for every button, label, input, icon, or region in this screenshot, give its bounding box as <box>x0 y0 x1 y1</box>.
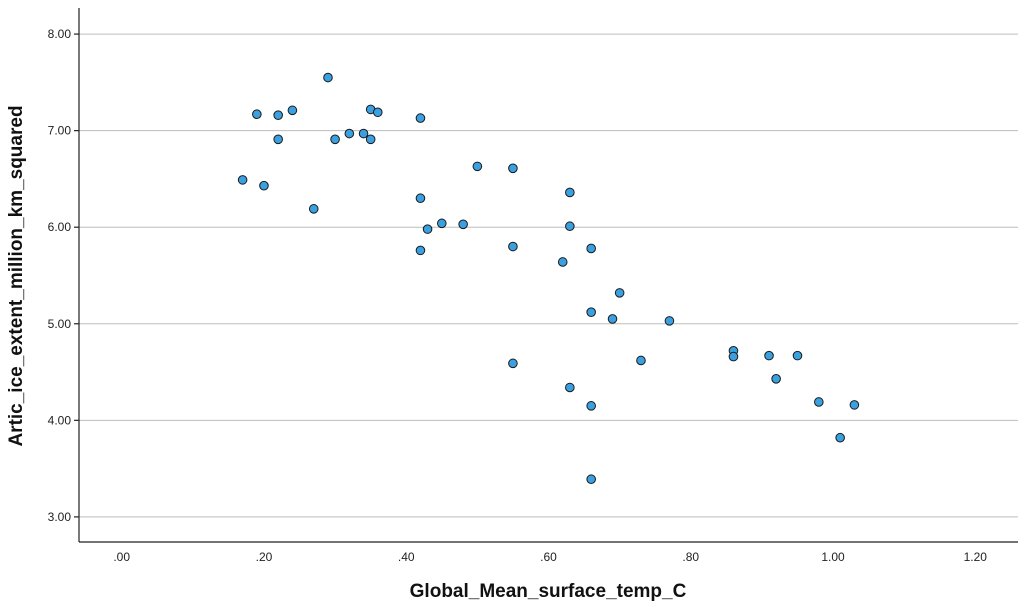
data-point <box>273 110 283 120</box>
data-point <box>237 175 248 185</box>
data-point <box>607 314 618 324</box>
data-point <box>308 204 319 214</box>
data-point <box>436 218 447 229</box>
x-tick-label-1: .20 <box>256 550 273 564</box>
data-point <box>586 243 596 254</box>
y-tick-labels: 3.00 4.00 5.00 6.00 7.00 8.00 <box>48 27 72 524</box>
data-point <box>792 350 803 361</box>
data-point <box>330 134 340 145</box>
data-point <box>252 109 262 120</box>
data-point <box>287 105 298 116</box>
y-tick-label-4: 7.00 <box>48 124 72 138</box>
data-point <box>728 351 739 362</box>
data-point <box>372 107 383 118</box>
y-tick-label-3: 6.00 <box>48 220 72 234</box>
data-point <box>365 134 376 145</box>
data-point <box>764 350 774 361</box>
data-point <box>636 355 646 366</box>
data-point <box>614 288 625 298</box>
data-point <box>323 72 333 83</box>
x-tick-label-4: .80 <box>682 550 699 564</box>
data-point <box>771 374 781 384</box>
data-point <box>508 358 518 369</box>
data-point <box>344 128 355 139</box>
data-point <box>415 193 426 204</box>
x-tick-label-6: 1.20 <box>964 550 988 564</box>
x-tick-label-0: .00 <box>113 550 130 564</box>
data-point <box>557 257 568 267</box>
y-axis-title: Artic_ice_extent_million_km_squared <box>6 105 27 446</box>
data-point <box>422 224 433 234</box>
y-tick-label-1: 4.00 <box>48 413 72 427</box>
data-point <box>586 401 596 411</box>
data-point <box>565 221 575 232</box>
data-point <box>586 307 596 317</box>
data-point <box>358 128 369 139</box>
data-point <box>814 397 824 407</box>
x-tick-labels: .00 .20 .40 .60 .80 1.00 1.20 <box>113 550 987 564</box>
data-points <box>237 72 860 485</box>
y-tick-label-5: 8.00 <box>48 27 72 41</box>
y-tick-label-2: 5.00 <box>48 317 72 331</box>
y-tick-label-0: 3.00 <box>48 510 72 524</box>
data-point <box>273 134 283 145</box>
x-tick-label-5: 1.00 <box>821 550 845 564</box>
x-tick-label-2: .40 <box>398 550 415 564</box>
axes <box>74 8 1018 543</box>
x-tick-label-3: .60 <box>540 550 557 564</box>
data-point <box>259 180 269 191</box>
data-point <box>664 316 675 326</box>
data-point <box>565 382 575 393</box>
data-point <box>586 474 596 485</box>
gridlines <box>79 33 1018 518</box>
data-point <box>472 161 483 172</box>
data-point <box>508 241 518 252</box>
data-point <box>835 432 845 443</box>
data-point <box>565 187 575 198</box>
data-point <box>415 113 426 123</box>
data-point <box>458 219 468 230</box>
x-axis-title: Global_Mean_surface_temp_C <box>410 581 687 602</box>
data-point <box>508 163 518 174</box>
data-point <box>849 400 860 410</box>
data-point <box>415 245 426 256</box>
